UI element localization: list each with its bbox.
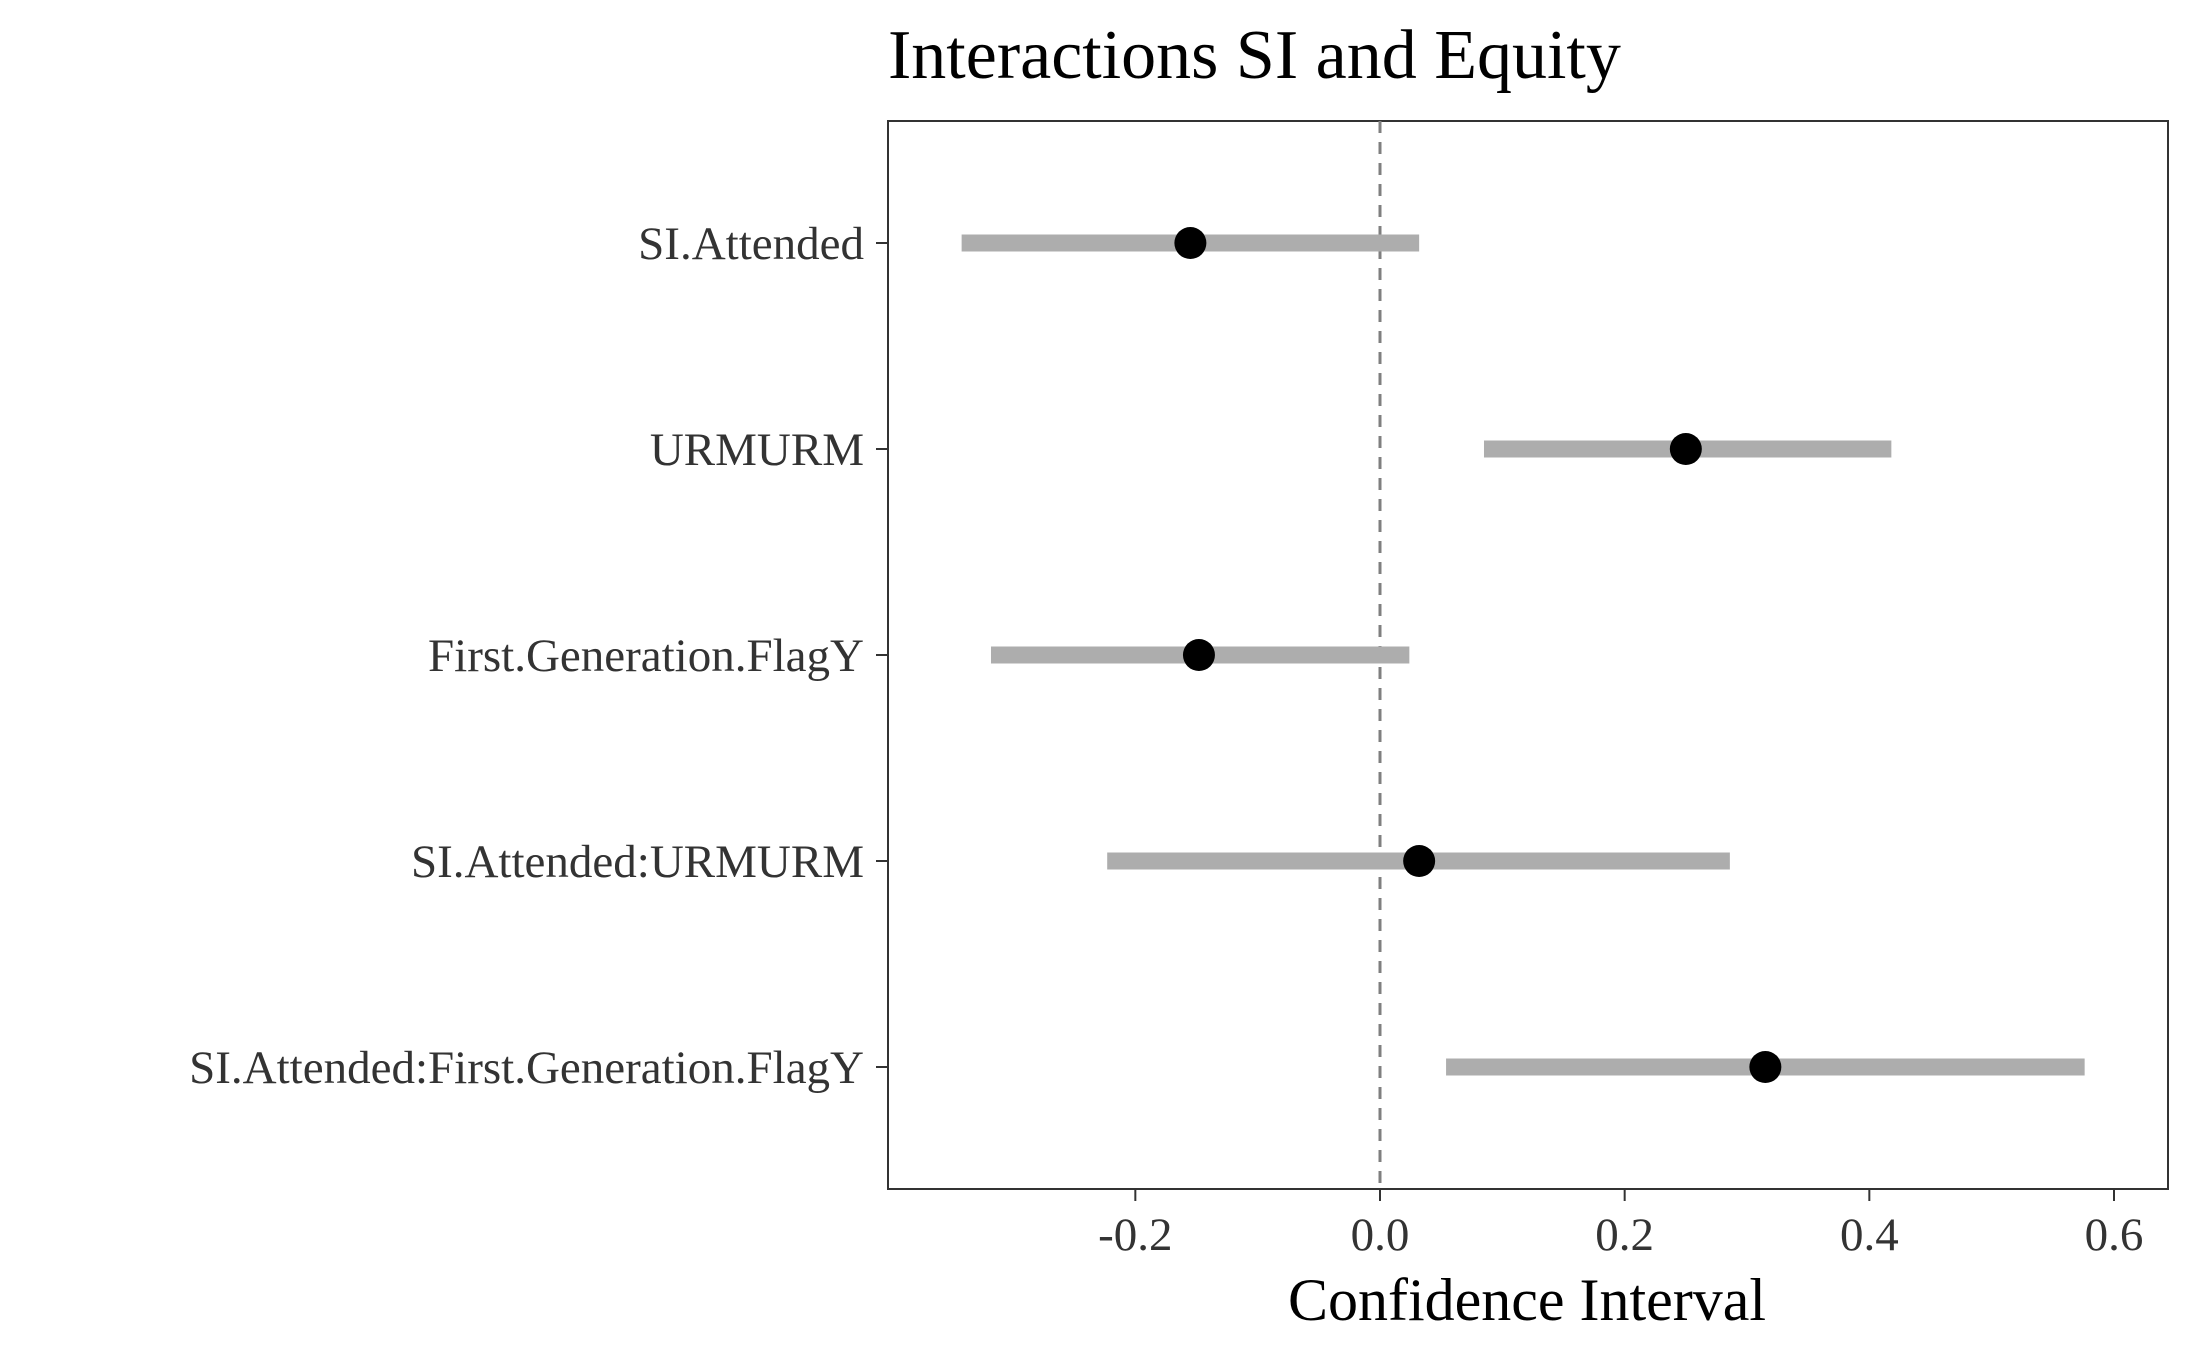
point-estimate — [1182, 639, 1215, 671]
y-tick-label: SI.Attended:First.Generation.FlagY — [189, 1042, 864, 1094]
x-axis: -0.2 0.0 0.2 0.4 0.6 — [1098, 1189, 2143, 1261]
point-estimate — [1403, 845, 1436, 877]
x-axis-title: Confidence Interval — [1288, 1267, 1766, 1333]
x-tick-label: 0.6 — [2085, 1209, 2144, 1261]
x-tick-label: 0.4 — [1840, 1209, 1899, 1261]
chart-title: Interactions SI and Equity — [888, 17, 1621, 94]
y-axis: SI.Attended URMURM First.Generation.FlagY S… — [189, 218, 888, 1094]
y-tick-label: URMURM — [650, 424, 864, 476]
point-estimate — [1174, 227, 1207, 259]
x-tick-label: 0.2 — [1595, 1209, 1654, 1261]
y-tick-label: SI.Attended — [638, 218, 864, 270]
y-tick-label: First.Generation.FlagY — [428, 630, 864, 682]
interval-layer — [961, 234, 2085, 1076]
y-tick-label: SI.Attended:URMURM — [411, 836, 864, 888]
x-tick-label: -0.2 — [1098, 1209, 1172, 1261]
point-estimate — [1749, 1051, 1782, 1083]
point-layer — [1174, 227, 1782, 1083]
point-estimate — [1669, 433, 1702, 465]
x-tick-label: 0.0 — [1351, 1209, 1410, 1261]
